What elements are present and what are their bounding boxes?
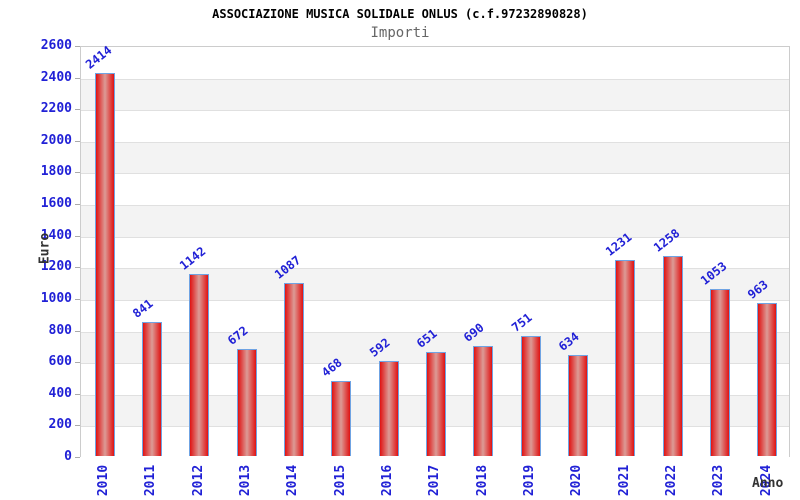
grid-line [81,141,789,143]
y-tick [75,46,80,47]
y-tick [75,362,80,364]
x-tick-label: 2013 [229,462,263,498]
bar [520,336,541,456]
x-tick-label: 2021 [607,462,641,498]
grid-band [81,110,789,142]
x-tick-label-text: 2021 [616,464,632,496]
grid-band [81,141,789,174]
x-axis-title: Anno [752,476,784,491]
x-tick-label-text: 2014 [285,464,301,496]
x-tick-label-text: 2019 [522,464,538,496]
grid-line [81,205,789,207]
y-tick [75,77,80,79]
x-tick-label: 2010 [87,462,121,498]
y-tick [75,330,80,332]
x-tick-label: 2019 [513,462,547,498]
x-tick-label: 2014 [276,462,310,498]
x-tick-label-text: 2015 [332,464,348,496]
x-tick-label-text: 2022 [664,464,680,496]
bar [568,354,588,456]
y-tick-label: 1800 [40,164,72,180]
x-tick-label: 2011 [134,462,168,498]
x-tick-label-text: 2016 [380,464,396,496]
x-tick-label: 2020 [560,462,594,498]
x-tick-label: 2018 [465,462,499,498]
y-tick [75,109,80,111]
x-tick-label-text: 2011 [143,464,159,496]
y-tick-label: 1200 [40,259,72,275]
bar [331,381,352,456]
grid-band [81,47,789,79]
bar [284,283,304,456]
grid-line [81,268,789,270]
bar [142,322,162,456]
bar [189,274,210,456]
x-tick-label-text: 2020 [569,464,585,496]
x-tick-label-text: 2023 [711,464,727,496]
grid-band [81,173,789,206]
bar [757,302,778,456]
grid-line [81,331,789,333]
y-tick-label: 1600 [40,196,72,212]
y-tick [75,235,80,237]
grid-band [81,299,789,332]
chart-title: ASSOCIAZIONE MUSICA SOLIDALE ONLUS (c.f.… [212,7,588,21]
bar [378,361,399,456]
y-tick-label: 0 [64,449,72,464]
bar [473,345,494,456]
y-tick-label: 800 [48,322,72,338]
y-tick [75,393,80,395]
x-tick-label-text: 2017 [427,464,443,496]
y-tick-label: 600 [48,354,72,370]
y-tick-label: 400 [48,385,72,401]
y-tick-label: 2600 [40,38,72,53]
y-tick-label: 200 [48,417,72,433]
grid-line [81,110,789,112]
y-tick [75,457,80,458]
bar [426,352,446,456]
grid-band [81,205,789,237]
plot-area: 2414 841 1142 672 1087 468 592 651 690 751 634 1231… [80,43,790,458]
grid-line [81,299,789,301]
y-tick-label: 2200 [40,101,72,117]
bar [662,256,683,456]
bar [615,260,636,456]
x-tick-label: 2023 [702,462,736,498]
grid-line [81,236,789,238]
y-tick [75,298,80,300]
bar [710,288,730,456]
y-tick-label: 2400 [40,69,72,85]
x-tick-label-text: 2010 [96,464,112,496]
y-axis-title: Euro [37,232,53,265]
x-tick-label-text: 2018 [474,464,490,496]
y-tick [75,140,80,142]
x-tick-label: 2012 [181,462,215,498]
grid-band [81,78,789,111]
x-tick-label-text: 2012 [190,464,206,496]
y-tick-label: 2000 [40,132,72,148]
x-tick-label: 2022 [655,462,689,498]
x-tick-label: 2017 [418,462,452,498]
y-tick [75,425,80,427]
bar [94,73,115,456]
chart-subtitle: Importi [370,25,430,41]
x-tick-label-text: 2013 [238,464,254,496]
x-tick-label: 2016 [371,462,405,498]
grid-line [81,173,789,175]
y-tick [75,267,80,269]
y-tick [75,172,80,174]
y-tick-label: 1000 [40,290,72,306]
bar [236,348,257,456]
y-tick [75,204,80,206]
y-tick-label: 1400 [40,227,72,243]
x-tick-label: 2015 [323,462,357,498]
grid-band [81,268,789,300]
grid-line [81,78,789,80]
